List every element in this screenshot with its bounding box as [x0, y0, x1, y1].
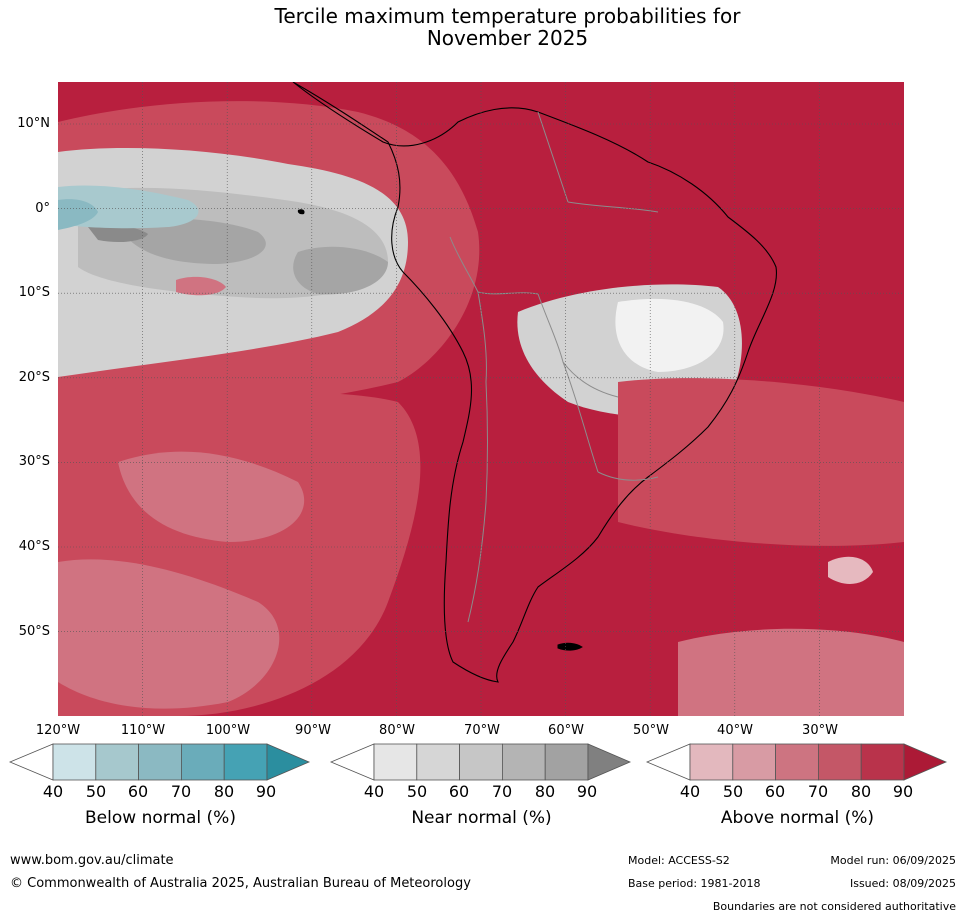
lat-label-30s: 30°S [18, 454, 50, 469]
lon-label-120w: 120°W [35, 723, 81, 738]
map-title: Tercile maximum temperature probabilitie… [0, 5, 965, 49]
footer-url[interactable]: www.bom.gov.au/climate [10, 853, 174, 868]
lon-label-80w: 80°W [379, 723, 415, 738]
falkland-islands [557, 642, 583, 651]
footer-issued: Issued: 08/09/2025 [849, 877, 956, 890]
colorbar-near-high-arrow [587, 743, 632, 781]
legend-near-tick-90: 90 [576, 782, 598, 801]
region-above-60-pacific-mid [118, 451, 305, 542]
legend-near-tick-60: 60 [448, 782, 470, 801]
lat-label-40s: 40°S [18, 539, 50, 554]
region-near-80 [118, 218, 266, 264]
legend-above-normal: 40 50 60 70 80 90 Above normal (%) [645, 740, 950, 850]
footer-disclaimer: Boundaries are not considered authoritat… [712, 900, 956, 913]
colorbar-near-segment [459, 743, 503, 781]
colorbar-below-segment [223, 743, 268, 781]
colorbar-below-high-arrow [266, 743, 311, 781]
footer-model-run: Model run: 06/09/2025 [830, 854, 956, 867]
south-america-coastline [292, 82, 778, 683]
lon-label-100w: 100°W [205, 723, 251, 738]
colorbar-below-segment [52, 743, 97, 781]
lon-label-110w: 110°W [120, 723, 166, 738]
legend-above-tick-70: 70 [807, 782, 829, 801]
colorbar-near-segment [501, 743, 546, 781]
colorbar-above-segment [860, 743, 905, 781]
colorbar-near-segment [544, 743, 589, 781]
legend-above-tick-80: 80 [850, 782, 872, 801]
legend-below-normal: 40 50 60 70 80 90 Below normal (%) [8, 740, 313, 850]
footer-copyright: © Commonwealth of Australia 2025, Austra… [10, 876, 471, 891]
lat-label-0: 0° [35, 201, 50, 216]
region-above-60-spot [176, 276, 226, 296]
legend-above-tick-40: 40 [679, 782, 701, 801]
legend-below-tick-70: 70 [170, 782, 192, 801]
footer-base-period: Base period: 1981-2018 [628, 877, 761, 890]
region-near-90 [88, 224, 148, 242]
legend-below-title: Below normal (%) [85, 808, 236, 828]
map-title-line2: November 2025 [426, 26, 589, 50]
region-near-brazil-white [615, 298, 724, 372]
colorbar-above-segment [689, 743, 734, 781]
region-below-60 [58, 199, 98, 230]
legend-below-tick-80: 80 [213, 782, 235, 801]
colorbar-below [8, 743, 311, 781]
lon-label-30w: 30°W [802, 723, 838, 738]
map-title-line1: Tercile maximum temperature probabilitie… [274, 4, 741, 28]
legend-near-tick-50: 50 [406, 782, 428, 801]
legend-near-title: Near normal (%) [411, 808, 552, 828]
lon-label-70w: 70°W [464, 723, 500, 738]
colorbar-below-segment [180, 743, 225, 781]
colorbar-below-segment [138, 743, 182, 781]
legend-above-tick-90: 90 [892, 782, 914, 801]
galapagos-islands [297, 209, 305, 215]
legend-below-tick-90: 90 [255, 782, 277, 801]
probability-map [58, 82, 904, 716]
colorbar-below-segment [95, 743, 140, 781]
region-above-50-atlantic-spot [828, 556, 873, 584]
legend-above-title: Above normal (%) [720, 808, 875, 828]
legend-below-tick-40: 40 [42, 782, 64, 801]
legend-below-tick-50: 50 [85, 782, 107, 801]
lat-label-10n: 10°N [17, 116, 50, 131]
colorbar-above-segment [817, 743, 862, 781]
footer-model: Model: ACCESS-S2 [628, 854, 730, 867]
region-above-70-atlantic [618, 378, 904, 546]
colorbar-near-low-arrow [329, 743, 375, 781]
colorbar-above-low-arrow [645, 743, 691, 781]
colorbar-above-segment [732, 743, 777, 781]
lat-label-20s: 20°S [18, 370, 50, 385]
lon-label-50w: 50°W [633, 723, 669, 738]
colorbar-near [329, 743, 632, 781]
lat-label-10s: 10°S [18, 285, 50, 300]
colorbar-near-segment [373, 743, 418, 781]
lon-label-60w: 60°W [548, 723, 584, 738]
legend-above-tick-50: 50 [722, 782, 744, 801]
colorbar-above-high-arrow [903, 743, 948, 781]
legend-near-tick-80: 80 [534, 782, 556, 801]
colorbar-below-low-arrow [8, 743, 54, 781]
lon-label-40w: 40°W [717, 723, 753, 738]
legend-near-normal: 40 50 60 70 80 90 Near normal (%) [329, 740, 634, 850]
region-near-80-east [293, 246, 388, 295]
legend-below-tick-60: 60 [127, 782, 149, 801]
colorbar-above-segment [775, 743, 819, 781]
colorbar-near-segment [416, 743, 461, 781]
lat-label-50s: 50°S [18, 624, 50, 639]
legend-above-tick-60: 60 [764, 782, 786, 801]
map-gridlines [58, 82, 904, 716]
region-above-60-south [58, 559, 280, 709]
lon-label-90w: 90°W [295, 723, 331, 738]
legend-near-tick-70: 70 [491, 782, 513, 801]
legend-near-tick-40: 40 [363, 782, 385, 801]
colorbar-above [645, 743, 948, 781]
